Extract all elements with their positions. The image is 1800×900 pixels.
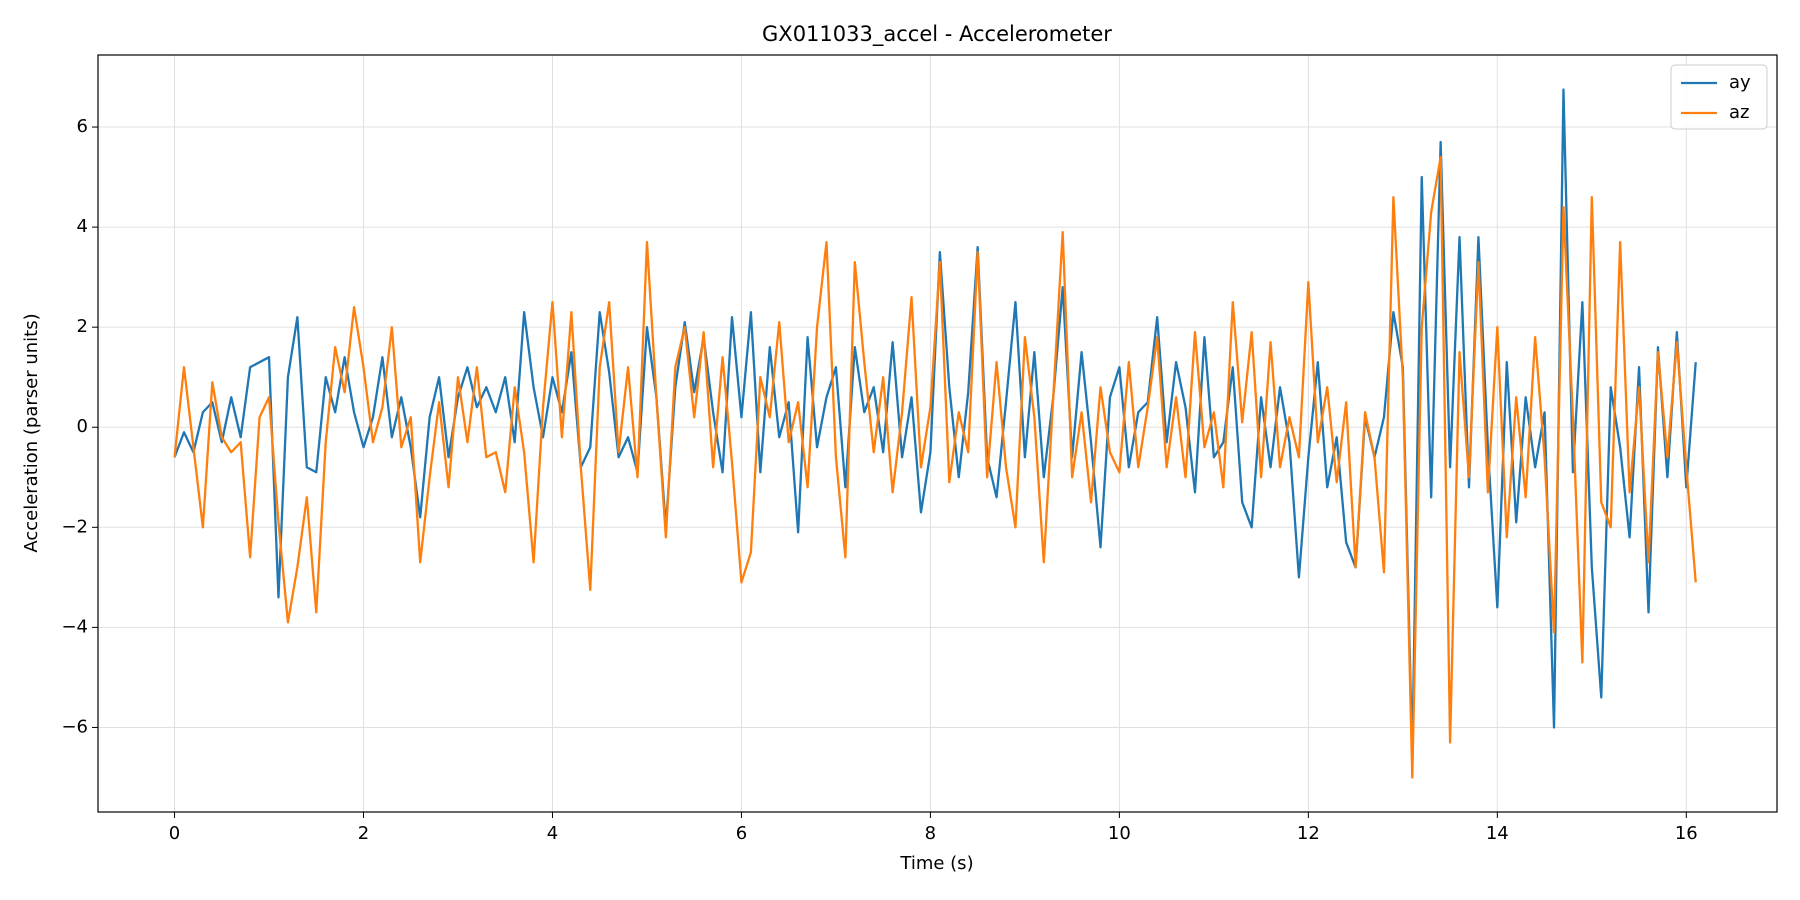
x-tick-label: 6 bbox=[736, 823, 747, 844]
y-axis-label: Acceleration (parser units) bbox=[21, 313, 42, 552]
legend-label: az bbox=[1729, 102, 1749, 123]
chart-title: GX011033_accel - Accelerometer bbox=[762, 22, 1112, 47]
plot-frame bbox=[97, 54, 1778, 813]
x-tick-label: 14 bbox=[1486, 823, 1509, 844]
legend-box bbox=[1670, 64, 1768, 130]
y-tick-label: −4 bbox=[61, 616, 88, 637]
x-tick-label: 12 bbox=[1297, 823, 1320, 844]
y-tick-label: −2 bbox=[61, 516, 88, 537]
x-tick-label: 4 bbox=[547, 823, 558, 844]
x-tick-label: 16 bbox=[1675, 823, 1698, 844]
x-tick-label: 2 bbox=[358, 823, 369, 844]
y-tick-label: 2 bbox=[77, 316, 88, 337]
x-tick-label: 8 bbox=[925, 823, 936, 844]
y-tick-label: −6 bbox=[61, 716, 88, 737]
y-tick-label: 6 bbox=[77, 116, 88, 137]
x-tick-label: 0 bbox=[169, 823, 180, 844]
series-line bbox=[173, 155, 1697, 779]
x-axis-label: Time (s) bbox=[899, 853, 973, 874]
y-tick-label: 0 bbox=[77, 416, 88, 437]
x-tick-label: 10 bbox=[1108, 823, 1131, 844]
y-tick-label: 4 bbox=[77, 216, 88, 237]
legend-label: ay bbox=[1729, 72, 1751, 93]
series-line bbox=[173, 88, 1697, 759]
